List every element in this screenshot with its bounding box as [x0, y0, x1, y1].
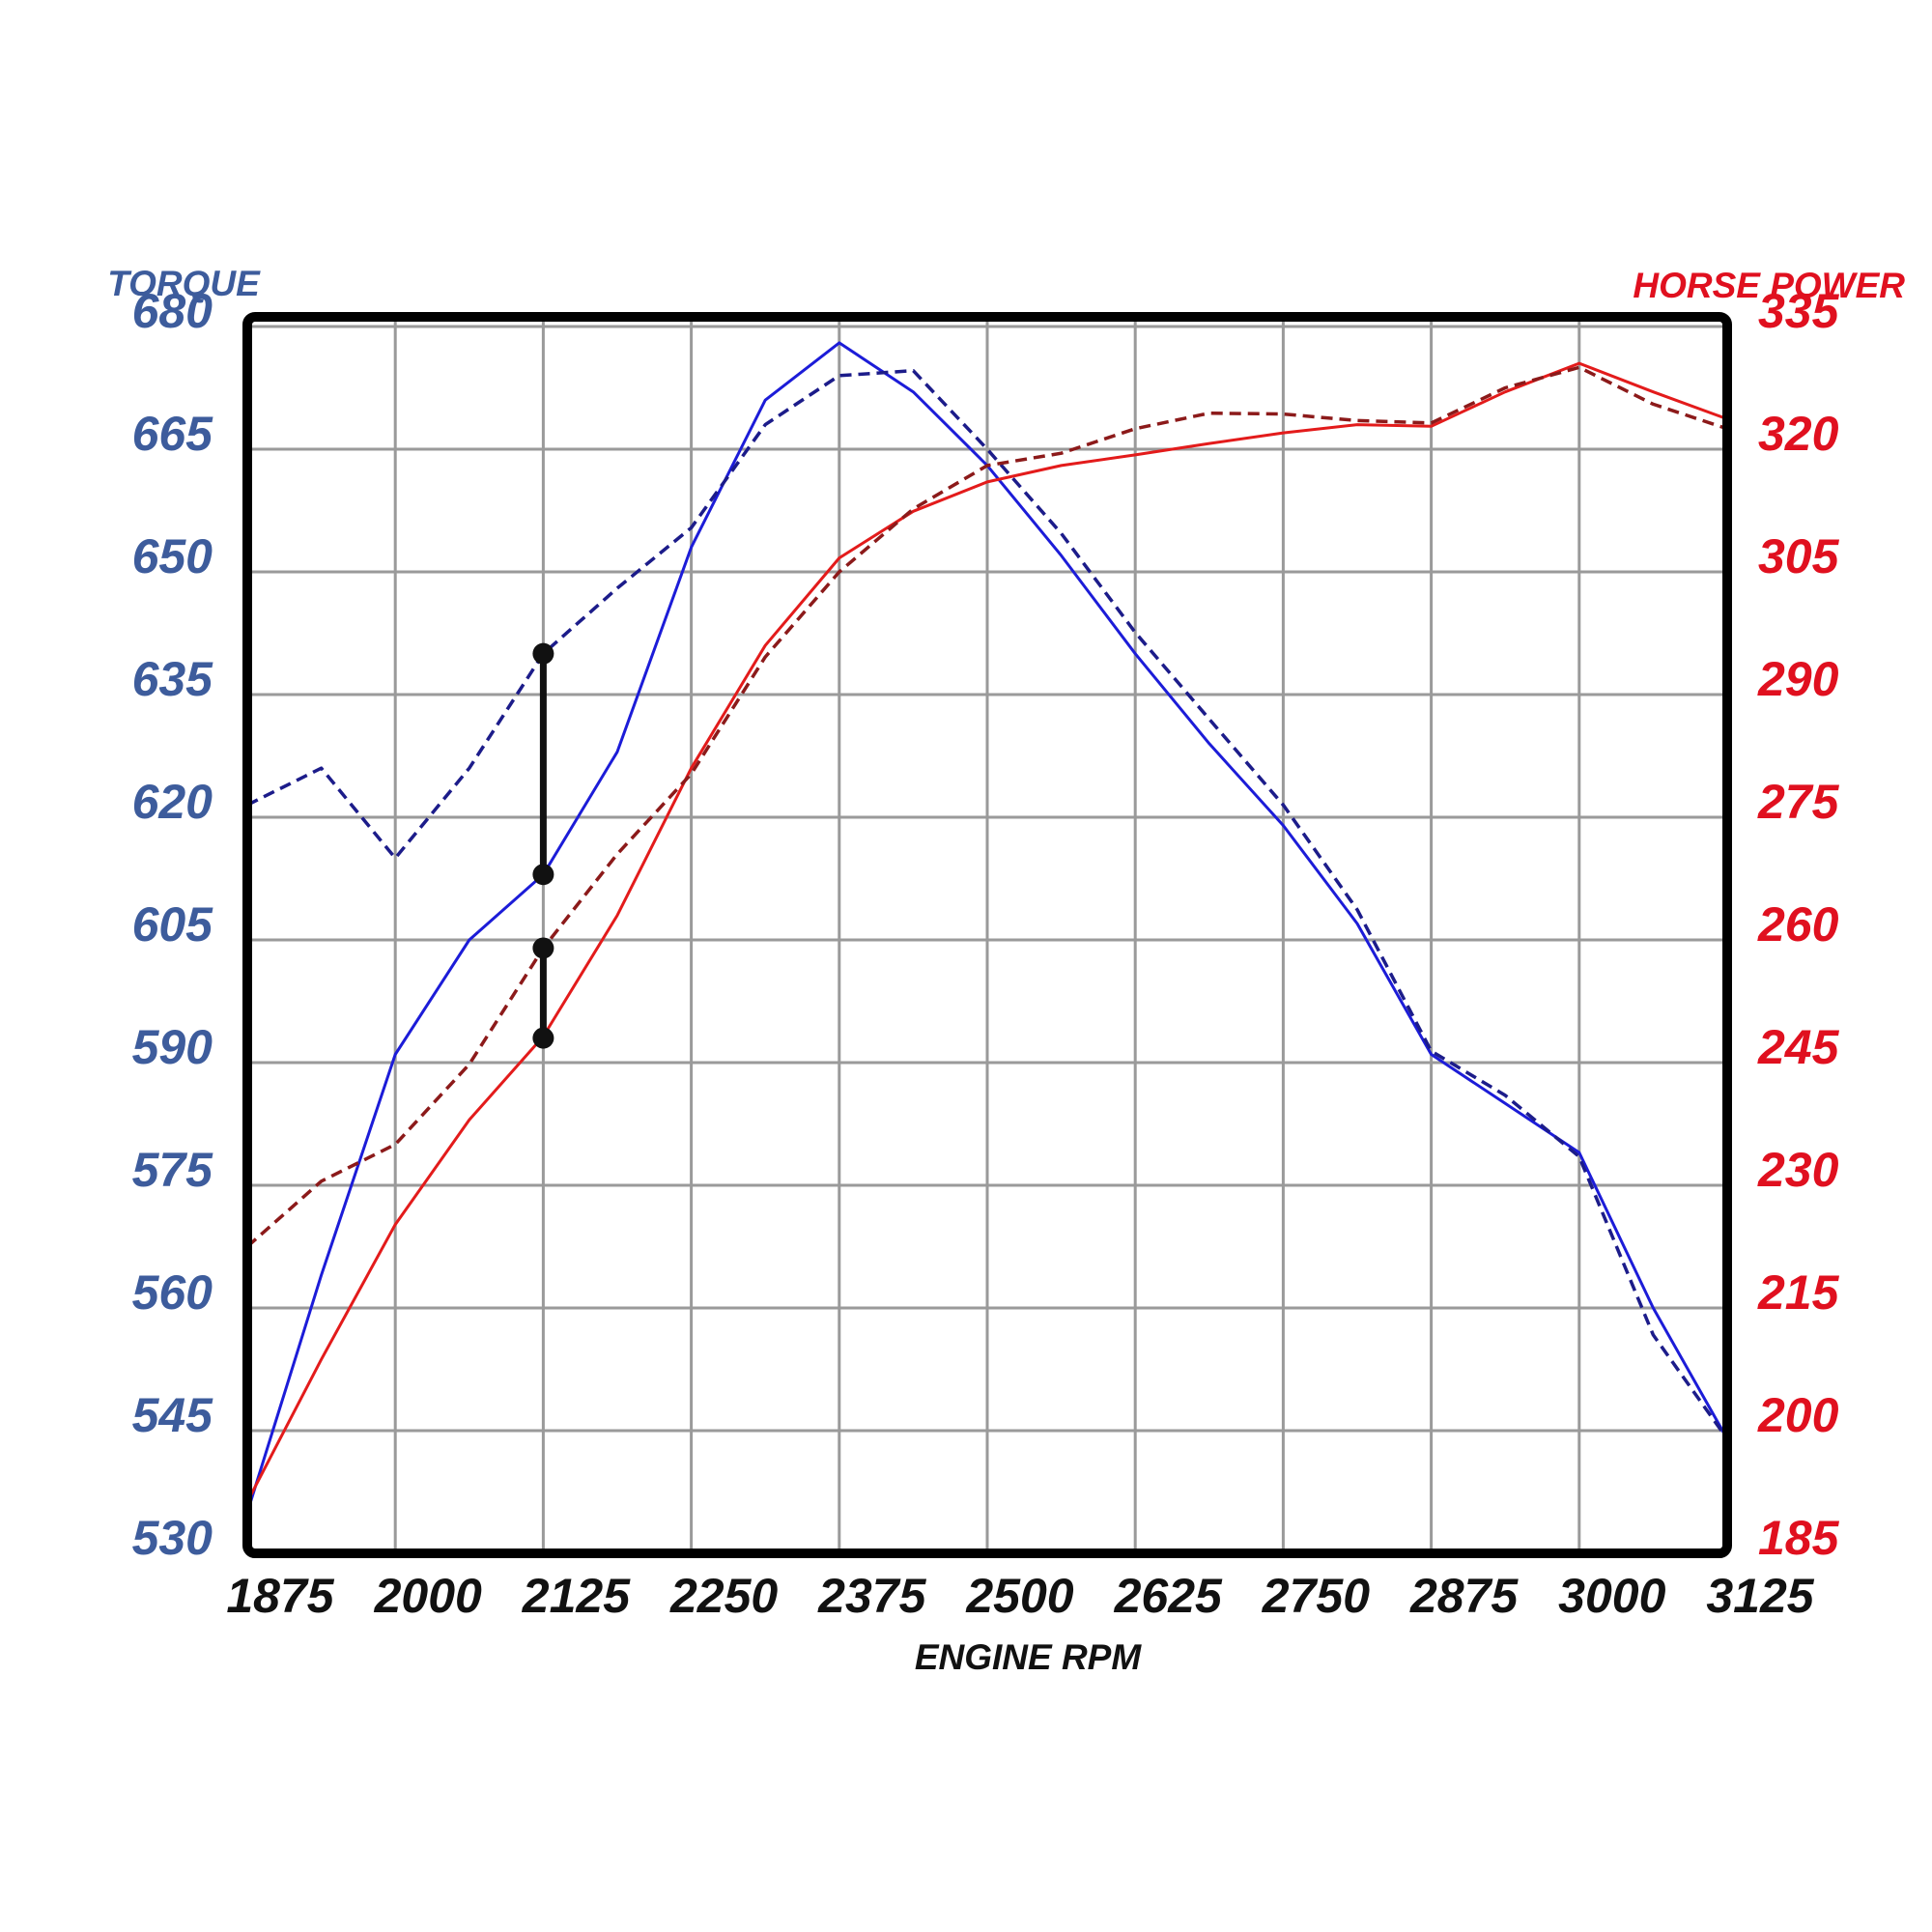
y-axis-title: TORQUE	[107, 264, 261, 303]
series-line	[245, 361, 1728, 1503]
y-tick-label: 680	[132, 284, 213, 338]
y2-tick-label: 335	[1758, 284, 1840, 338]
y2-tick-label: 305	[1758, 529, 1840, 583]
y2-tick-label: 260	[1757, 897, 1839, 952]
y2-tick-label: 290	[1757, 652, 1839, 706]
x-tick-label: 1875	[226, 1569, 334, 1623]
y-tick-label: 635	[132, 652, 214, 706]
y-tick-label: 620	[132, 775, 213, 829]
plot-border	[242, 312, 1732, 1558]
x-tick-label: 2250	[669, 1569, 778, 1623]
y2-tick-label: 275	[1757, 775, 1840, 829]
y2-tick-label: 200	[1757, 1388, 1839, 1442]
y2-tick-label: 185	[1758, 1511, 1840, 1565]
x-tick-label: 2625	[1114, 1569, 1223, 1623]
x-tick-label: 2500	[965, 1569, 1073, 1623]
y-tick-label: 545	[132, 1388, 214, 1442]
series-line	[245, 365, 1728, 1248]
difference-point	[532, 937, 554, 959]
x-tick-label: 2375	[817, 1569, 926, 1623]
x-tick-label: 3000	[1558, 1569, 1665, 1623]
y-tick-label: 530	[132, 1511, 213, 1565]
x-tick-label: 2000	[374, 1569, 482, 1623]
y2-tick-label: 320	[1758, 407, 1839, 461]
y2-tick-label: 215	[1757, 1265, 1840, 1320]
x-axis-title: ENGINE RPM	[915, 1637, 1143, 1677]
y-tick-label: 560	[132, 1265, 213, 1320]
difference-point	[532, 1027, 554, 1049]
y-tick-label: 590	[132, 1020, 213, 1074]
y-tick-label: 605	[132, 897, 214, 952]
y-tick-label: 650	[132, 529, 213, 583]
y2-tick-label: 230	[1757, 1143, 1839, 1197]
y2-axis-title: HORSE POWER	[1633, 266, 1905, 305]
difference-point	[532, 864, 554, 886]
y-tick-label: 575	[132, 1143, 214, 1197]
x-tick-label: 3125	[1706, 1569, 1814, 1623]
x-tick-label: 2875	[1409, 1569, 1519, 1623]
difference-point	[532, 642, 554, 665]
x-tick-label: 2125	[522, 1569, 631, 1623]
y-tick-label: 665	[132, 407, 214, 461]
plot-area	[245, 341, 1729, 1514]
y2-tick-label: 245	[1757, 1020, 1840, 1074]
x-tick-label: 2750	[1262, 1569, 1370, 1623]
